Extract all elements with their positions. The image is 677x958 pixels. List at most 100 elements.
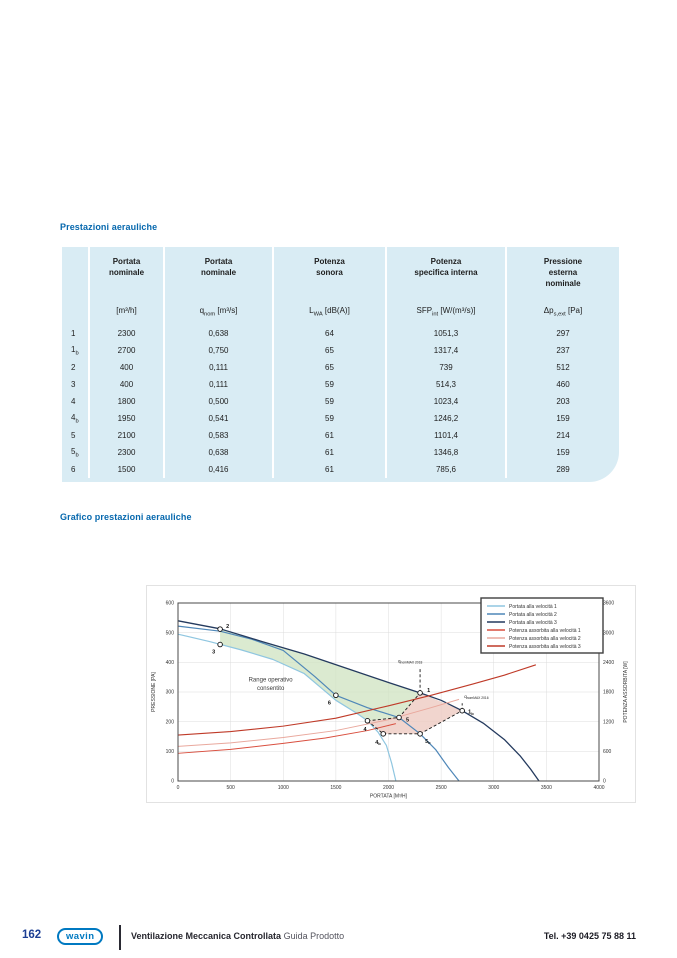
series-line (177, 664, 537, 736)
col-header-potenza-specifica: Potenza specifica interna (385, 247, 505, 306)
cell: 0,416 (163, 461, 272, 478)
cell: 785,6 (385, 461, 505, 478)
data-point-4 (364, 718, 371, 724)
row-label: 2 (71, 363, 76, 372)
table-row: 3 400 0,111 59 514,3 460 (62, 376, 619, 393)
point-label: 2 (226, 624, 229, 630)
cell: 1317,4 (385, 342, 505, 359)
cell: 1101,4 (385, 427, 505, 444)
table-row: 4b 1950 0,541 59 1246,2 159 (62, 410, 619, 427)
cell: 1500 (88, 461, 163, 478)
chart-canvas: Range operativo consentito qnomMAX 2018 qno… (151, 597, 629, 800)
y-tick-left: 300 (166, 690, 175, 696)
cell: 1800 (88, 393, 163, 410)
cell: 1051,3 (385, 325, 505, 342)
table-body: 1 2300 0,638 64 1051,3 297 1b 2700 0,750 65 1317,4… (62, 325, 619, 478)
col-header-portata-ms: Portata nominale (163, 247, 272, 306)
y-tick-left: 100 (166, 749, 175, 755)
cell: 739 (385, 359, 505, 376)
y-tick-right: 3000 (603, 630, 614, 636)
cell: 59 (272, 410, 385, 427)
legend-label: Potenza assorbita alla velocità 1 (509, 628, 581, 634)
section-title-grafico: Grafico prestazioni aerauliche (60, 512, 192, 522)
point-label: 3 (212, 650, 215, 656)
legend-box (480, 597, 604, 654)
row-label: 6 (71, 465, 76, 474)
cell: 64 (272, 325, 385, 342)
data-point-5 (396, 714, 402, 721)
table-row: 1b 2700 0,750 65 1317,4 237 (62, 342, 619, 359)
wavin-logo: wavin (57, 928, 104, 945)
point-label: 1b (468, 710, 474, 716)
unit-cell-m3h: [m³/h] (88, 306, 163, 325)
x-tick-label: 500 (226, 785, 235, 791)
region-range-operativo-consentito (220, 628, 421, 721)
legend-label: Portata alla velocità 2 (509, 612, 557, 618)
cell: 0,638 (163, 444, 272, 461)
cell: 0,111 (163, 359, 272, 376)
unit-cell-sfp: SFPint [W/(m³/s)] (385, 306, 505, 325)
row-label: 4b (71, 412, 79, 425)
x-tick-label: 4000 (593, 785, 604, 791)
row-label: 1 (71, 329, 76, 338)
cell: 159 (505, 410, 619, 427)
data-point-6 (333, 692, 339, 699)
data-point-3 (217, 641, 223, 648)
cell: 237 (505, 342, 619, 359)
y-tick-right: 1800 (603, 690, 614, 696)
point-label: 1 (427, 688, 430, 694)
x-tick-label: 2000 (383, 785, 394, 791)
annotation: qnomMAX 2018 (398, 658, 422, 664)
row-label: 5b (71, 446, 79, 459)
y-axis-title-right: POTENZA ASSORBITA [W] (623, 661, 629, 723)
point-label: 4b (375, 740, 381, 746)
col-header-portata-mh: Portata nominale (88, 247, 163, 306)
data-point-4b (380, 731, 386, 737)
cell: 514,3 (385, 376, 505, 393)
cell: 65 (272, 342, 385, 359)
point-label: 4 (363, 727, 367, 733)
point-label: 6 (328, 700, 331, 706)
point-label: 5 (406, 718, 409, 724)
footer-divider (119, 925, 121, 950)
x-tick-label: 1500 (330, 785, 341, 791)
y-tick-right: 600 (603, 749, 612, 755)
doc-subtitle: Guida Prodotto (283, 931, 345, 941)
performance-table: Portata nominale Portata nominale Potenz… (62, 247, 619, 482)
y-tick-left: 0 (171, 779, 174, 785)
legend-label: Portata alla velocità 1 (509, 604, 557, 610)
series-line (177, 625, 460, 782)
cell: 1246,2 (385, 410, 505, 427)
col-header-potenza-sonora: Potenza sonora (272, 247, 385, 306)
footer-doc-title: Ventilazione Meccanica Controllata Guida… (131, 931, 344, 941)
cell: 61 (272, 427, 385, 444)
series-line (177, 620, 540, 782)
series-line (177, 633, 397, 782)
y-tick-left: 600 (166, 601, 175, 607)
cell: 59 (272, 376, 385, 393)
data-point-2 (217, 626, 223, 632)
legend-label: Potenza assorbita alla velocità 2 (509, 636, 581, 642)
unit-cell (62, 306, 88, 325)
cell: 1023,4 (385, 393, 505, 410)
cell: 0,750 (163, 342, 272, 359)
dashed-line (367, 720, 384, 735)
x-tick-label: 0 (177, 785, 180, 791)
footer-phone: Tel. +39 0425 75 88 11 (543, 931, 636, 941)
annotation: qnomMAX 2016 (464, 694, 488, 700)
y-tick-left: 400 (166, 660, 175, 666)
doc-title: Ventilazione Meccanica Controllata (131, 931, 282, 941)
table-row: 4 1800 0,500 59 1023,4 203 (62, 393, 619, 410)
y-tick-right: 0 (603, 779, 606, 785)
y-tick-right: 2400 (603, 660, 614, 666)
cell: 400 (88, 376, 163, 393)
point-label: 5b (425, 739, 431, 745)
cell: 400 (88, 359, 163, 376)
table-unit-row: [m³/h] qnom [m³/s] LWA [dB(A)] SFPint [W… (62, 306, 619, 325)
col-header-pressione-esterna: Pressione esterna nominale (505, 247, 619, 306)
cell: 61 (272, 444, 385, 461)
cell: 203 (505, 393, 619, 410)
x-axis-title: PORTATA [M³/H] (370, 794, 408, 800)
cell: 2300 (88, 325, 163, 342)
table-row: 5 2100 0,583 61 1101,4 214 (62, 427, 619, 444)
